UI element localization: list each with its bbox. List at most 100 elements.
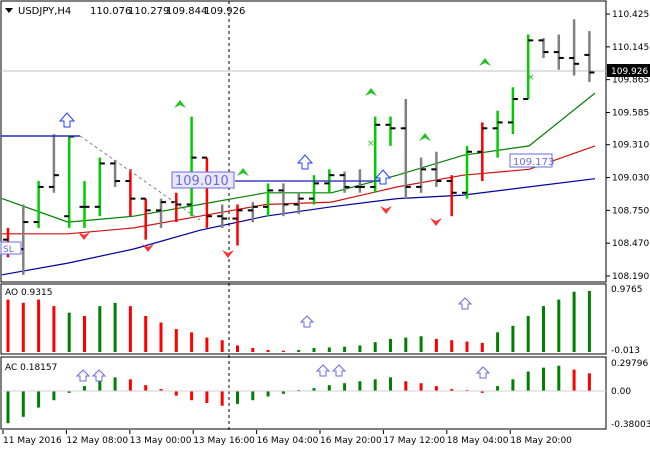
low-value: 109.844: [166, 6, 207, 17]
diagonal-trend-line[interactable]: [79, 135, 201, 221]
ac-tick-top: 0.29796: [611, 359, 648, 369]
price-bar[interactable]: [79, 181, 90, 228]
time-tick-label: 13 May 00:00: [130, 436, 192, 446]
price-bar[interactable]: [201, 156, 212, 228]
ao-bar: [480, 342, 484, 352]
ao-bar: [297, 350, 301, 352]
price-bar[interactable]: [553, 34, 564, 70]
time-tick-label: 12 May 08:00: [66, 436, 128, 446]
ac-bar: [450, 389, 454, 391]
price-bar[interactable]: [186, 116, 197, 217]
price-bar[interactable]: [217, 204, 228, 228]
price-bar[interactable]: [309, 175, 319, 205]
left-edge-label-box: [0, 241, 22, 255]
ac-bar: [21, 391, 25, 417]
ao-label: AO 0.9315: [5, 288, 52, 298]
price-bar[interactable]: [33, 181, 44, 228]
fractal-up-icon: [374, 169, 392, 185]
price-tick-label: 110.145: [612, 43, 649, 53]
signal-up-icon: [479, 58, 491, 66]
ao-bar: [21, 302, 25, 352]
signal-up-icon: [174, 100, 186, 108]
ac-bar: [404, 381, 408, 391]
price-bar[interactable]: [278, 183, 289, 217]
price-bar[interactable]: [48, 134, 59, 193]
ao-bar: [389, 338, 392, 352]
ac-bar: [6, 391, 10, 424]
price-bar[interactable]: [584, 31, 595, 83]
ac-bar: [37, 391, 41, 408]
current-price-badge: [607, 64, 650, 77]
price-bar[interactable]: [538, 38, 549, 58]
ac-panel-frame: [0, 356, 607, 430]
ao-bar: [52, 306, 56, 352]
price-bar[interactable]: [431, 151, 442, 187]
price-bar[interactable]: [523, 34, 534, 100]
hline-right-label-box: [509, 153, 553, 168]
open-value: 110.076: [90, 6, 131, 17]
fractal-up-icon: [58, 112, 76, 128]
ac-bar: [480, 391, 484, 393]
price-bar[interactable]: [416, 157, 427, 193]
ao-up-icon: [299, 315, 315, 328]
ac-bar: [327, 385, 331, 391]
collapse-triangle-icon[interactable]: [5, 8, 13, 13]
price-bar[interactable]: [385, 116, 396, 146]
signal-up-markers: × ×: [174, 58, 535, 176]
price-tick-label: 110.425: [612, 10, 649, 20]
ac-up-icon: [75, 369, 91, 382]
price-bar[interactable]: [94, 157, 105, 217]
ac-bar: [312, 388, 316, 391]
signal-up-icon: [237, 168, 249, 176]
time-axis[interactable]: 11 May 2016 12 May 08:00 13 May 00:00 13 Ma…: [2, 430, 572, 446]
ac-bar: [343, 383, 347, 391]
ao-bar: [572, 291, 576, 352]
ac-bar: [373, 379, 377, 391]
ac-up-icon: [91, 369, 107, 382]
price-bar[interactable]: [492, 110, 503, 158]
price-tick-label: 108.750: [612, 206, 649, 216]
ao-bar: [419, 336, 423, 352]
hline-right-label: 109.173: [513, 157, 554, 168]
ac-bar: [511, 379, 515, 391]
ac-bar: [281, 391, 285, 394]
ao-bar: [542, 306, 545, 352]
hline-left-label: 109.010: [175, 174, 229, 189]
signal-up-icon: [365, 88, 377, 96]
time-tick-label: 17 May 12:00: [383, 436, 445, 446]
ao-bar: [113, 302, 117, 352]
price-bar[interactable]: [232, 204, 243, 246]
price-bar[interactable]: [125, 169, 136, 217]
price-bar[interactable]: [569, 19, 580, 76]
price-bar[interactable]: [263, 183, 274, 217]
ac-tick-bottom: -0.38003: [611, 420, 650, 430]
price-tick-label: 109.310: [612, 141, 649, 151]
ac-bar: [526, 371, 530, 391]
price-bar[interactable]: [156, 198, 166, 228]
price-bar[interactable]: [370, 116, 381, 193]
price-bar[interactable]: [339, 171, 350, 193]
price-bar[interactable]: [293, 192, 304, 214]
ac-up-icon: [475, 366, 491, 379]
price-bar[interactable]: [110, 159, 121, 187]
price-bar[interactable]: [247, 202, 258, 223]
ao-bar: [343, 346, 347, 352]
ao-bar: [159, 322, 163, 352]
ac-bar: [67, 391, 71, 393]
ao-bar: [67, 312, 71, 352]
fractal-down-icon: [142, 244, 154, 252]
ac-bar: [128, 379, 132, 391]
price-bar[interactable]: [400, 98, 411, 199]
ac-bar: [174, 391, 178, 396]
price-bar[interactable]: [507, 87, 518, 135]
price-bar[interactable]: [462, 145, 472, 199]
time-tick-label: 16 May 04:00: [257, 436, 319, 446]
ac-bar: [358, 381, 362, 391]
price-bar[interactable]: [446, 175, 457, 217]
price-bar[interactable]: [477, 122, 488, 182]
price-axis[interactable]: 110.425 110.145 109.865 109.585 109.310 109.0…: [606, 10, 649, 282]
price-bar[interactable]: [140, 197, 151, 240]
ao-bar: [327, 347, 331, 352]
